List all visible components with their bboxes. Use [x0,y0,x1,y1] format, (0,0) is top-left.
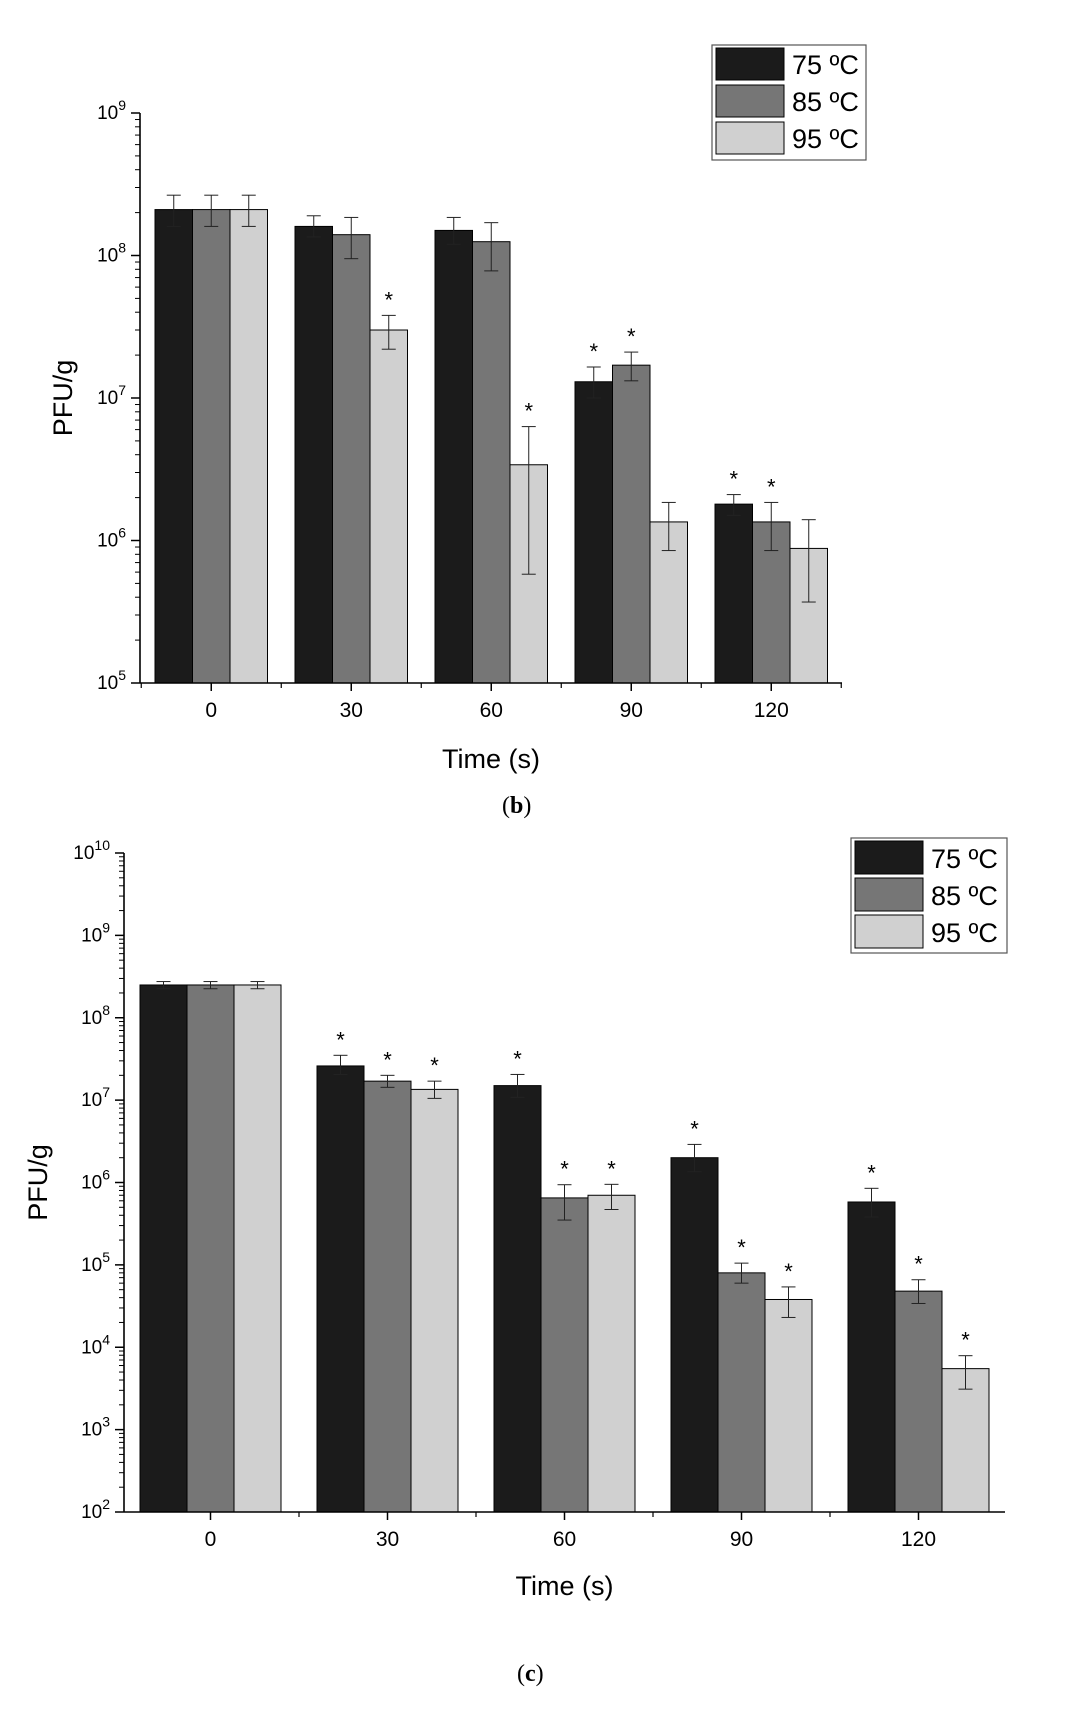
significance-star: * [627,324,636,349]
caption-b-letter: b [510,793,524,819]
caption-b: (b) [502,793,531,820]
significance-star: * [961,1328,970,1353]
significance-star: * [589,339,598,364]
chart-c: 0 * * * 30 * * * 60 * * * 90 * * * 120 102 103 104 105 106 107… [23,837,1008,1601]
y-tick-label: 1010 [73,837,110,864]
caption-c-close: ) [535,1661,544,1687]
chart-b: 0 * 30 * 60 * * 90 * * 120 105 106 107 108 109 Time (s) P… [48,44,867,774]
y-tick-label: 108 [81,1002,110,1029]
legend-label: 95 ºC [792,124,859,154]
bar [294,225,333,684]
y-tick-label: 106 [81,1167,110,1194]
x-tick-label: 30 [340,699,363,722]
bar [154,209,193,684]
significance-star: * [784,1259,793,1284]
y-tick-label: 109 [81,919,110,946]
bar [894,1290,943,1513]
legend-label: 85 ºC [931,881,998,911]
x-tick-label: 90 [620,699,643,722]
significance-star: * [513,1046,522,1071]
y-tick-label: 108 [97,240,126,267]
bar [941,1368,990,1513]
bar [192,209,231,684]
bar [717,1272,766,1513]
bar [612,364,651,684]
significance-star: * [690,1116,699,1141]
caption-c-letter: c [525,1661,536,1687]
bar [847,1201,896,1513]
x-tick-label: 90 [730,1528,753,1551]
x-tick-label: 0 [205,699,217,722]
y-tick-label: 107 [81,1084,110,1111]
x-axis-title: Time (s) [516,1571,614,1601]
significance-star: * [430,1053,439,1078]
bar [410,1088,459,1513]
y-tick-label: 104 [81,1331,110,1358]
x-tick-label: 60 [480,699,503,722]
y-tick-label: 105 [97,667,126,694]
x-axis-title: Time (s) [442,744,540,774]
bar [434,229,473,684]
caption-c-open: ( [517,1661,525,1687]
significance-star: * [767,474,776,499]
x-tick-label: 30 [376,1528,399,1551]
bar [369,329,408,684]
bar [229,209,268,684]
bar [233,984,282,1513]
bar [472,241,511,684]
y-tick-label: 106 [97,525,126,552]
significance-star: * [336,1027,345,1052]
significance-star: * [384,287,393,312]
significance-star: * [729,467,738,492]
legend-swatch [854,914,924,949]
y-tick-label: 102 [81,1496,110,1523]
caption-b-close: ) [523,793,532,819]
y-tick-label: 103 [81,1414,110,1441]
x-tick-label: 120 [754,699,789,722]
y-tick-label: 105 [81,1249,110,1276]
caption-b-open: ( [502,793,510,819]
bar [332,234,371,684]
bar [764,1298,813,1513]
legend-swatch [715,47,785,81]
x-tick-label: 120 [901,1528,936,1551]
legend-label: 85 ºC [792,87,859,117]
significance-star: * [867,1160,876,1185]
bar [587,1194,636,1513]
x-tick-label: 60 [553,1528,576,1551]
bar [574,381,613,684]
legend-label: 75 ºC [792,50,859,80]
significance-star: * [560,1157,569,1182]
bar [186,984,235,1513]
bar [363,1080,412,1513]
significance-star: * [914,1252,923,1277]
significance-star: * [737,1235,746,1260]
bar [670,1157,719,1513]
legend-label: 95 ºC [931,918,998,948]
bar [316,1065,365,1513]
legend-label: 75 ºC [931,844,998,874]
legend-swatch [715,121,785,155]
bar [139,984,188,1513]
y-tick-label: 109 [97,97,126,124]
legend-swatch [854,840,924,875]
x-tick-label: 0 [205,1528,217,1551]
significance-star: * [383,1047,392,1072]
caption-c: (c) [517,1661,544,1688]
bar [493,1085,542,1513]
significance-star: * [524,399,533,424]
y-axis-title: PFU/g [23,1144,53,1221]
significance-star: * [607,1156,616,1181]
bar [714,503,753,684]
y-axis-title: PFU/g [48,360,78,437]
legend-swatch [715,84,785,118]
legend-swatch [854,877,924,912]
bar [540,1197,589,1513]
y-tick-label: 107 [97,382,126,409]
